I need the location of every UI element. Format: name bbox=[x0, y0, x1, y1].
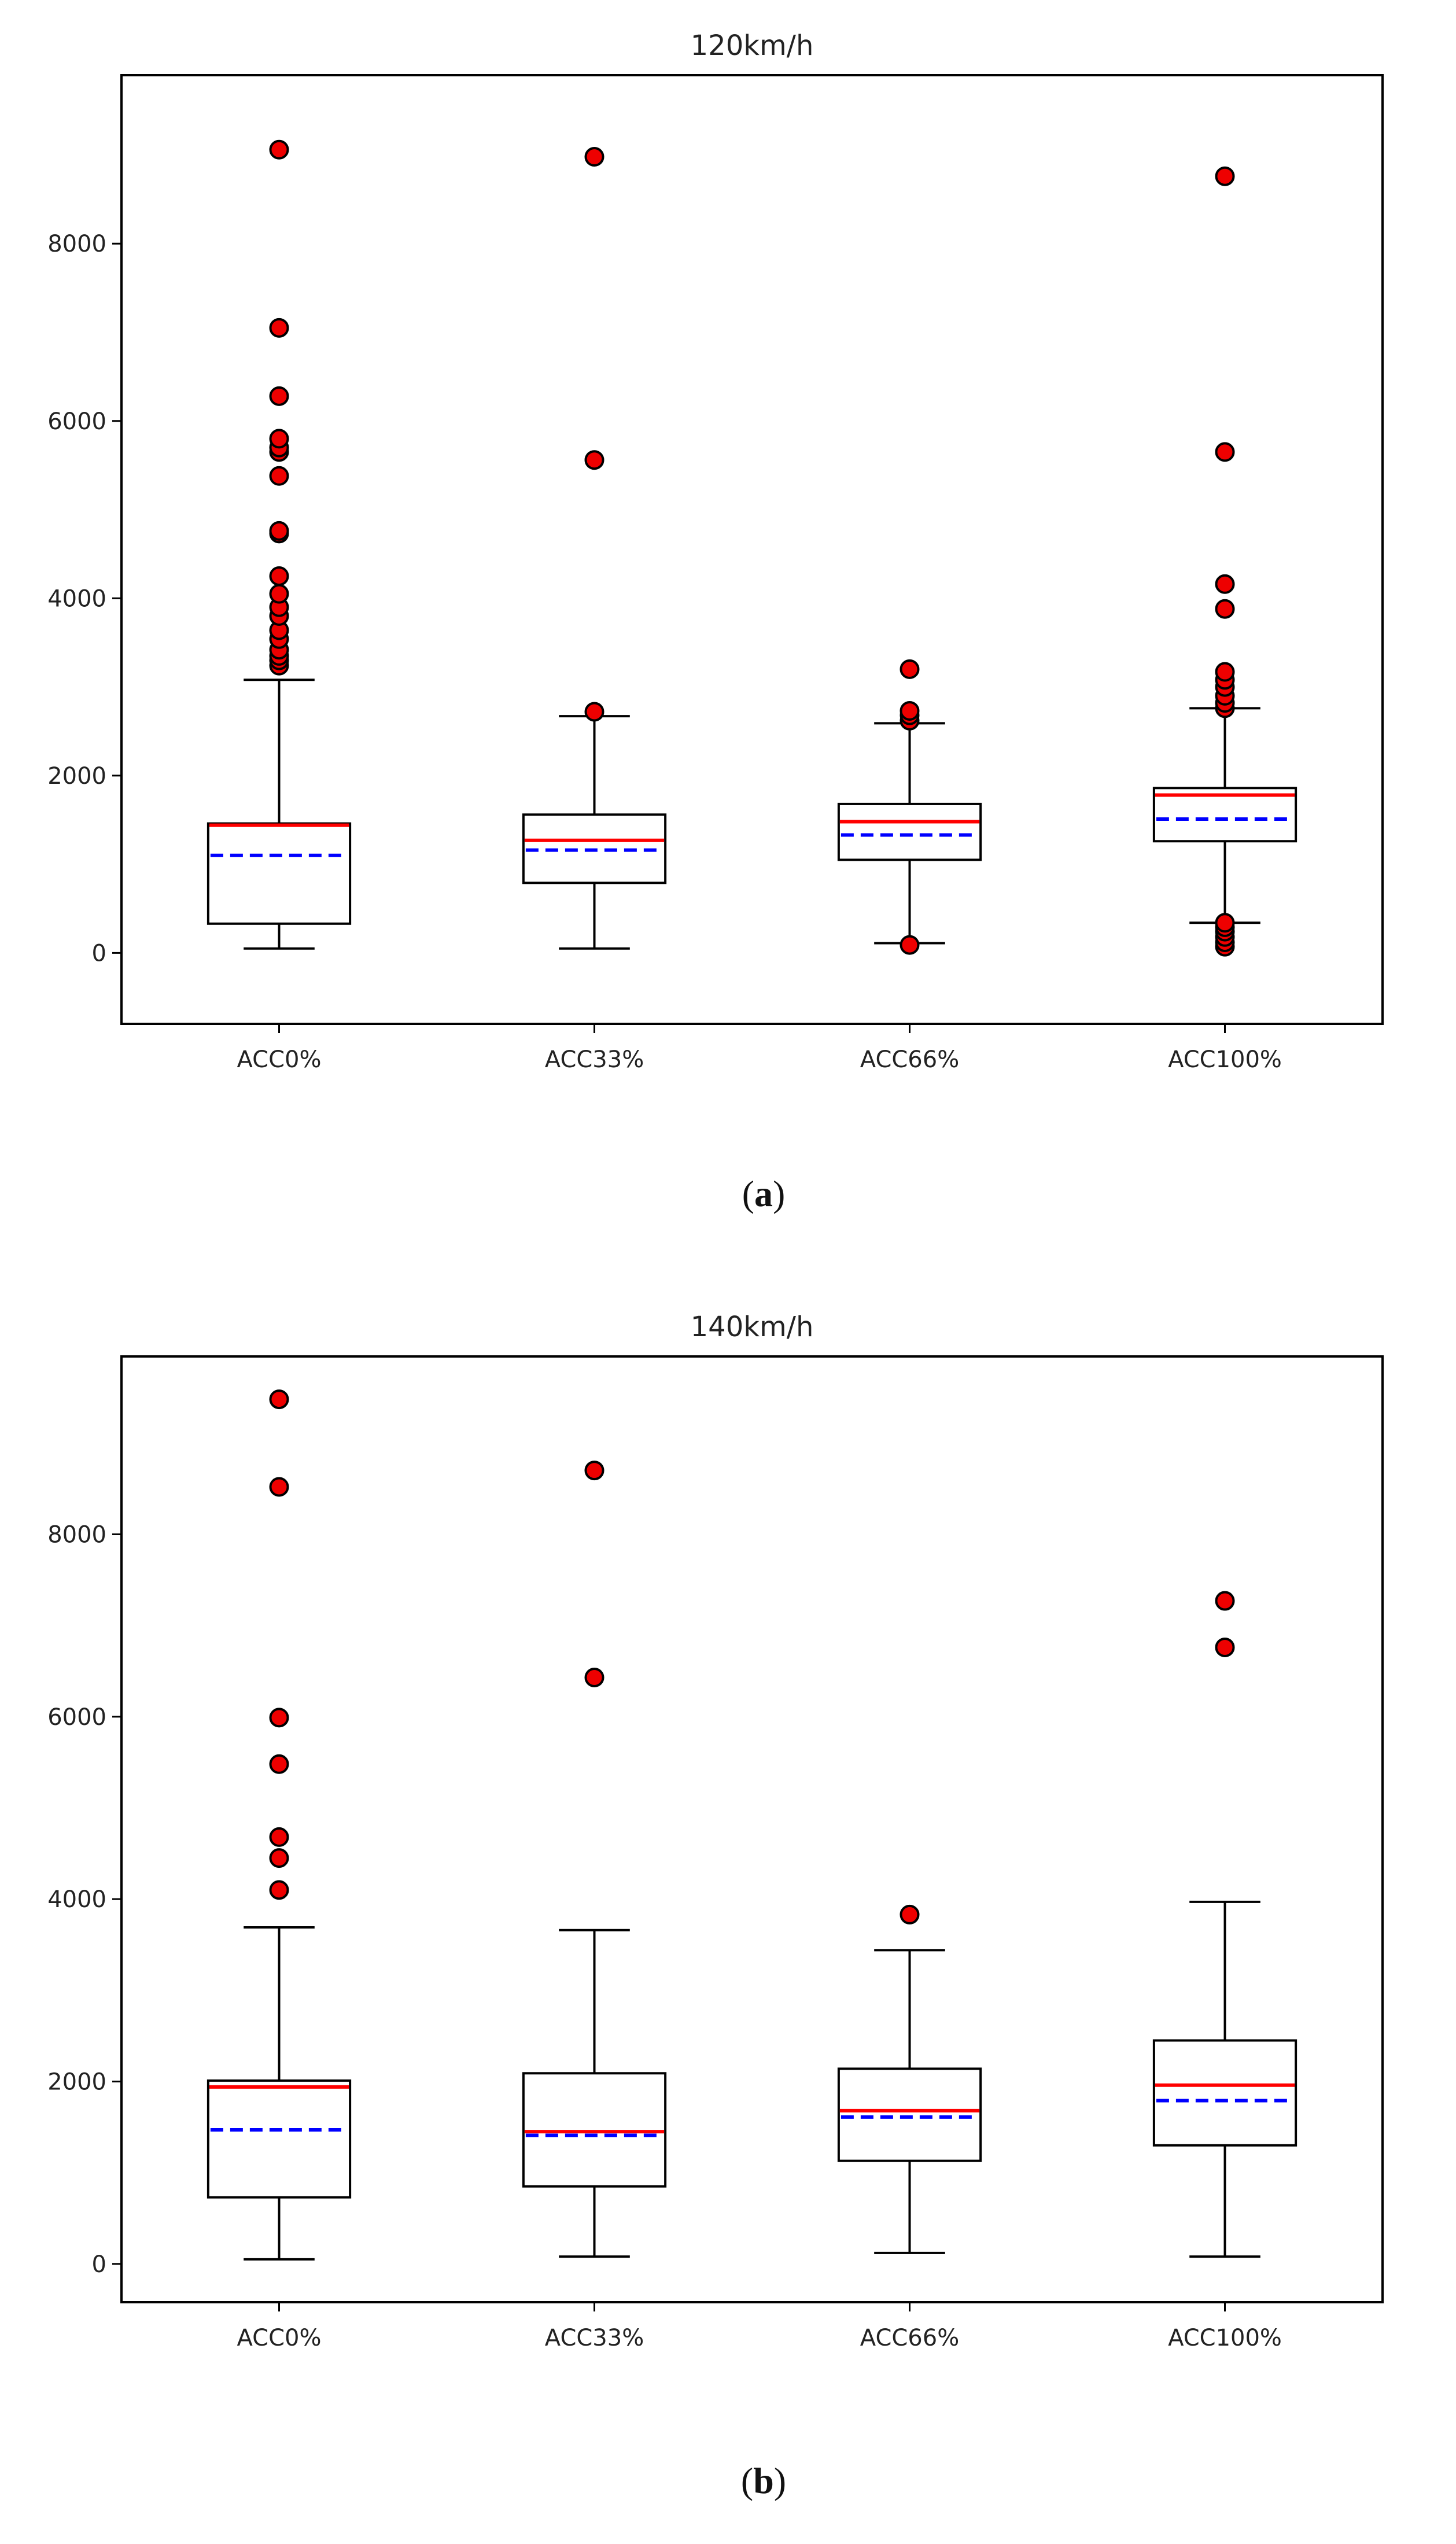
x-tick-label: ACC66% bbox=[860, 2325, 959, 2351]
box-acc100pct bbox=[1152, 1591, 1298, 2258]
y-tick-label: 2000 bbox=[47, 763, 106, 790]
box-acc33pct bbox=[522, 1461, 667, 2258]
outlier-point bbox=[269, 1389, 289, 1410]
outlier-point bbox=[1215, 166, 1235, 186]
y-tick-label: 8000 bbox=[47, 1521, 106, 1548]
x-tick-label: ACC66% bbox=[860, 1046, 959, 1073]
outlier-point bbox=[1215, 599, 1235, 619]
outlier-point bbox=[900, 700, 920, 721]
x-axis: ACC0% ACC33% ACC66% ACC100% bbox=[237, 2302, 1282, 2351]
outlier-point bbox=[269, 429, 289, 449]
y-tick-label: 0 bbox=[92, 2251, 106, 2278]
y-tick-label: 4000 bbox=[47, 1886, 106, 1913]
outlier-point bbox=[584, 147, 604, 167]
y-tick-label: 6000 bbox=[47, 408, 106, 435]
outlier-point bbox=[269, 1754, 289, 1774]
outlier-point bbox=[584, 1667, 604, 1687]
plot-frame bbox=[120, 1355, 1384, 2303]
chart-title: 140km/h bbox=[691, 1311, 814, 1343]
outlier-point bbox=[269, 318, 289, 338]
figure-caption: (a) bbox=[742, 1173, 786, 1214]
outlier-point bbox=[1215, 1591, 1235, 1611]
iqr-box bbox=[207, 822, 352, 925]
outlier-point bbox=[269, 1880, 289, 1900]
outlier-point bbox=[1215, 442, 1235, 462]
outlier-point bbox=[269, 1477, 289, 1497]
x-tick-label: ACC0% bbox=[237, 2325, 322, 2351]
x-tick-label: ACC33% bbox=[545, 1046, 644, 1073]
box-acc33pct bbox=[522, 147, 667, 950]
outlier-point bbox=[269, 1827, 289, 1847]
box-acc0pct bbox=[207, 139, 352, 950]
outlier-point bbox=[269, 521, 289, 541]
iqr-box bbox=[1152, 2039, 1298, 2147]
y-tick-label: 8000 bbox=[47, 231, 106, 257]
iqr-box bbox=[837, 2067, 982, 2162]
caption-letter: b bbox=[753, 2460, 774, 2501]
outlier-point bbox=[269, 1708, 289, 1728]
x-axis: ACC0% ACC33% ACC66% ACC100% bbox=[237, 1024, 1282, 1073]
caption-letter: a bbox=[754, 1173, 773, 1214]
chart-title: 120km/h bbox=[691, 30, 814, 62]
x-tick-label: ACC100% bbox=[1168, 2325, 1282, 2351]
outlier-point bbox=[269, 466, 289, 486]
figure-caption: (b) bbox=[741, 2460, 786, 2501]
x-tick-label: ACC100% bbox=[1168, 1046, 1282, 1073]
y-tick-label: 4000 bbox=[47, 585, 106, 612]
y-axis: 0 2000 4000 6000 8000 bbox=[47, 1521, 121, 2278]
outlier-point bbox=[584, 450, 604, 470]
outlier-point bbox=[1215, 574, 1235, 594]
iqr-box bbox=[522, 2072, 667, 2188]
outlier-point bbox=[1215, 913, 1235, 933]
iqr-box bbox=[1152, 787, 1298, 843]
x-tick-label: ACC0% bbox=[237, 1046, 322, 1073]
box-acc0pct bbox=[207, 1389, 352, 2261]
y-tick-label: 2000 bbox=[47, 2069, 106, 2095]
outlier-point bbox=[900, 1904, 920, 1924]
outlier-point bbox=[1215, 1637, 1235, 1657]
iqr-box bbox=[837, 802, 982, 861]
outlier-point bbox=[1215, 662, 1235, 682]
plot-frame bbox=[120, 74, 1384, 1025]
outlier-point bbox=[584, 702, 604, 722]
outlier-point bbox=[269, 386, 289, 406]
outlier-point bbox=[584, 1461, 604, 1481]
y-axis: 0 2000 4000 6000 8000 bbox=[47, 231, 121, 967]
outlier-point bbox=[269, 139, 289, 160]
box-acc66pct bbox=[837, 659, 982, 955]
outlier-point bbox=[900, 659, 920, 679]
box-series bbox=[207, 1389, 1298, 2261]
outlier-point bbox=[900, 935, 920, 955]
iqr-box bbox=[207, 2079, 352, 2199]
outlier-point bbox=[269, 584, 289, 604]
y-tick-label: 6000 bbox=[47, 1704, 106, 1731]
x-tick-label: ACC33% bbox=[545, 2325, 644, 2351]
box-series bbox=[207, 139, 1298, 957]
outlier-point bbox=[269, 1848, 289, 1868]
box-acc100pct bbox=[1152, 166, 1298, 957]
box-acc66pct bbox=[837, 1904, 982, 2254]
y-tick-label: 0 bbox=[92, 940, 106, 967]
outlier-point bbox=[269, 566, 289, 586]
